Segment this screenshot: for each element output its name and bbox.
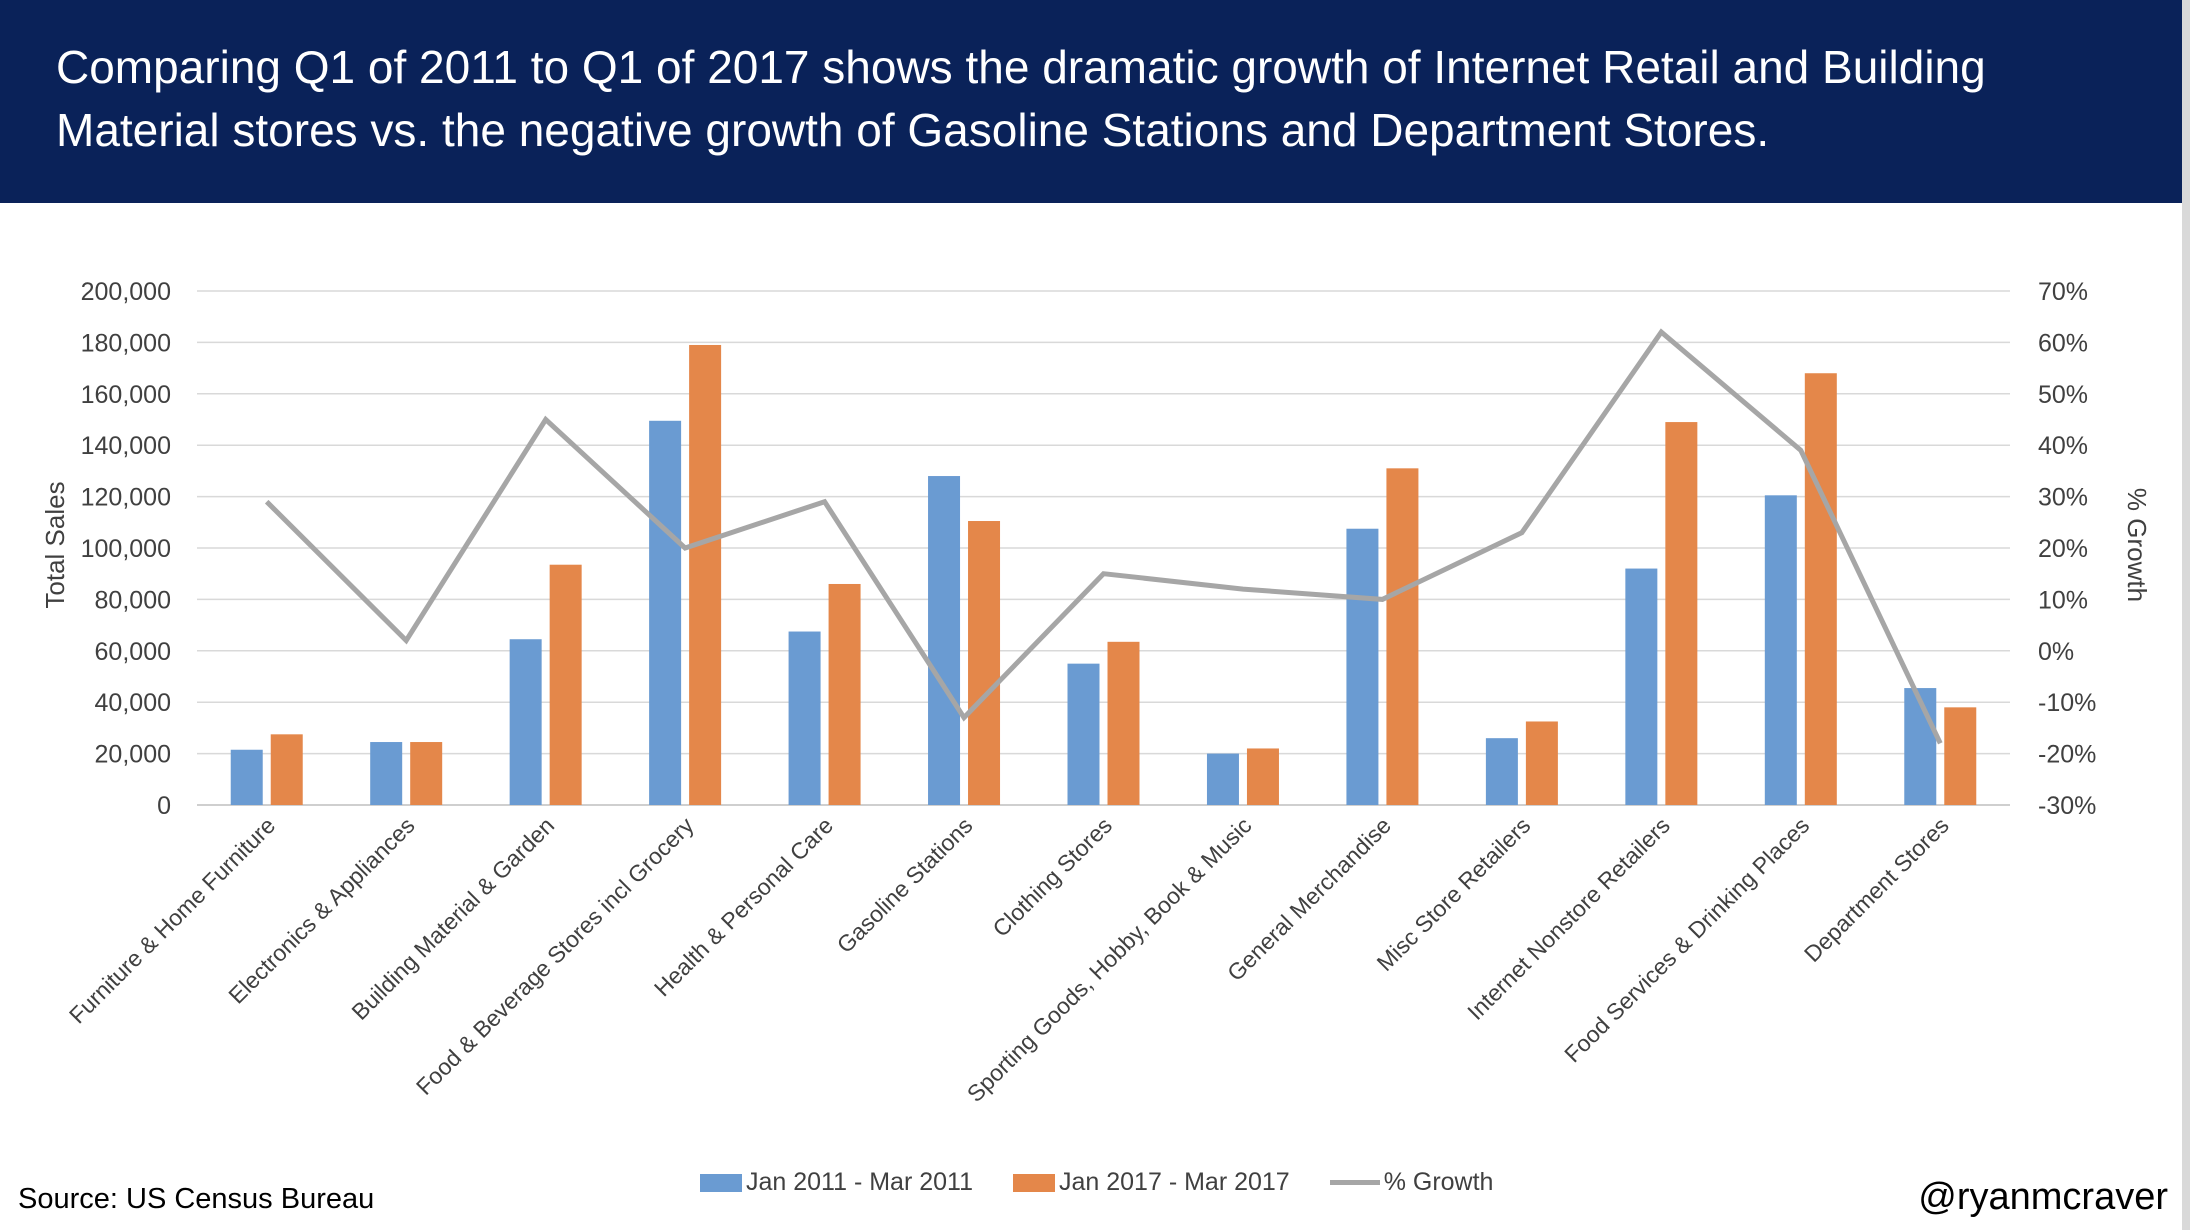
- left-axis-ticks: 0 20,000 40,000 60,000 80,000 100,000 120,000 1…: [81, 278, 171, 820]
- y2-tick-label: -10%: [2038, 689, 2096, 717]
- y2-axis-title: % Growth: [2122, 488, 2152, 602]
- legend-item-growth: % Growth: [1329, 1168, 1494, 1197]
- bar-2017: [828, 583, 861, 805]
- y2-tick-label: 30%: [2038, 484, 2088, 512]
- bar-2011: [1764, 495, 1797, 805]
- legend-item-2017: Jan 2017 - Mar 2017: [1013, 1168, 1290, 1197]
- bar-2017: [1804, 373, 1837, 805]
- category-label: Sporting Goods, Hobby, Book & Music: [962, 812, 1257, 1107]
- bar-2011: [788, 631, 821, 805]
- y-tick-label: 80,000: [95, 586, 171, 614]
- legend-label-2017: Jan 2017 - Mar 2017: [1059, 1168, 1290, 1196]
- bar-2017: [549, 564, 582, 805]
- bar-2017: [270, 734, 303, 805]
- y-tick-label: 180,000: [81, 329, 171, 357]
- bar-2011: [928, 476, 961, 805]
- bar-2017: [689, 344, 722, 805]
- category-label: Gasoline Stations: [832, 812, 978, 958]
- slide-edge: [2182, 0, 2190, 1230]
- title-banner: Comparing Q1 of 2011 to Q1 of 2017 shows…: [0, 0, 2182, 203]
- category-label: Department Stores: [1799, 812, 1954, 967]
- bar-2011: [1346, 528, 1379, 805]
- y-tick-label: 0: [157, 792, 171, 820]
- legend-label-2011: Jan 2011 - Mar 2011: [746, 1168, 973, 1196]
- y2-tick-label: 10%: [2038, 586, 2088, 614]
- bar-2011: [1067, 663, 1100, 805]
- bar-2017: [968, 521, 1001, 805]
- right-axis-ticks: -30% -20% -10% 0% 10% 20% 30% 40% 50% 60% 70%: [2038, 278, 2096, 820]
- bar-2017: [1525, 721, 1558, 805]
- category-label: Food Services & Drinking Places: [1559, 812, 1814, 1067]
- author-handle: @ryanmcraver: [1918, 1176, 2168, 1218]
- y-tick-label: 200,000: [81, 278, 171, 306]
- y-tick-label: 160,000: [81, 381, 171, 409]
- y-tick-label: 60,000: [95, 638, 171, 666]
- bar-2011: [1206, 753, 1239, 805]
- bar-2011: [1625, 568, 1658, 805]
- chart-title: Comparing Q1 of 2011 to Q1 of 2017 shows…: [56, 41, 1986, 156]
- y2-tick-label: 50%: [2038, 381, 2088, 409]
- y-axis-title: Total Sales: [40, 481, 70, 608]
- growth-line-group: [264, 328, 1943, 745]
- bar-2017: [1246, 748, 1279, 805]
- combo-chart: 0 20,000 40,000 60,000 80,000 100,000 120,000 1…: [40, 278, 2152, 1107]
- y2-tick-label: 70%: [2038, 278, 2088, 306]
- bar-2017: [1665, 422, 1698, 805]
- bar-2011: [230, 749, 263, 805]
- legend-swatch-growth: [1329, 1180, 1380, 1185]
- y2-tick-label: 20%: [2038, 535, 2088, 563]
- y-tick-label: 40,000: [95, 689, 171, 717]
- y2-tick-label: 0%: [2038, 638, 2074, 666]
- legend-item-2011: Jan 2011 - Mar 2011: [700, 1168, 973, 1197]
- gridlines: [197, 290, 2010, 806]
- bar-2017: [1944, 707, 1977, 805]
- y2-tick-label: -20%: [2038, 741, 2096, 769]
- category-label: Clothing Stores: [987, 812, 1117, 942]
- y-tick-label: 140,000: [81, 432, 171, 460]
- bar-2011: [1904, 688, 1937, 805]
- legend-label-growth: % Growth: [1383, 1168, 1494, 1196]
- y-tick-label: 20,000: [95, 741, 171, 769]
- bar-2017: [410, 742, 443, 805]
- bar-2011: [370, 742, 403, 805]
- y-tick-label: 100,000: [81, 535, 171, 563]
- category-label: Food & Beverage Stores incl Grocery: [411, 812, 699, 1100]
- y2-tick-label: 40%: [2038, 432, 2088, 460]
- bar-2011: [1485, 738, 1518, 805]
- legend-swatch-2017: [1013, 1173, 1055, 1192]
- y-tick-label: 120,000: [81, 484, 171, 512]
- bar-2011: [509, 639, 542, 805]
- bar-2011: [649, 420, 682, 805]
- category-label: Misc Store Retailers: [1372, 812, 1536, 976]
- bars-group: [230, 344, 1977, 805]
- legend-swatch-2011: [700, 1173, 742, 1192]
- y2-tick-label: -30%: [2038, 792, 2096, 820]
- y2-tick-label: 60%: [2038, 329, 2088, 357]
- source-note: Source: US Census Bureau: [18, 1183, 375, 1215]
- bar-2017: [1386, 468, 1419, 805]
- bar-2017: [1107, 641, 1140, 805]
- legend: Jan 2011 - Mar 2011 Jan 2017 - Mar 2017 …: [700, 1168, 1533, 1197]
